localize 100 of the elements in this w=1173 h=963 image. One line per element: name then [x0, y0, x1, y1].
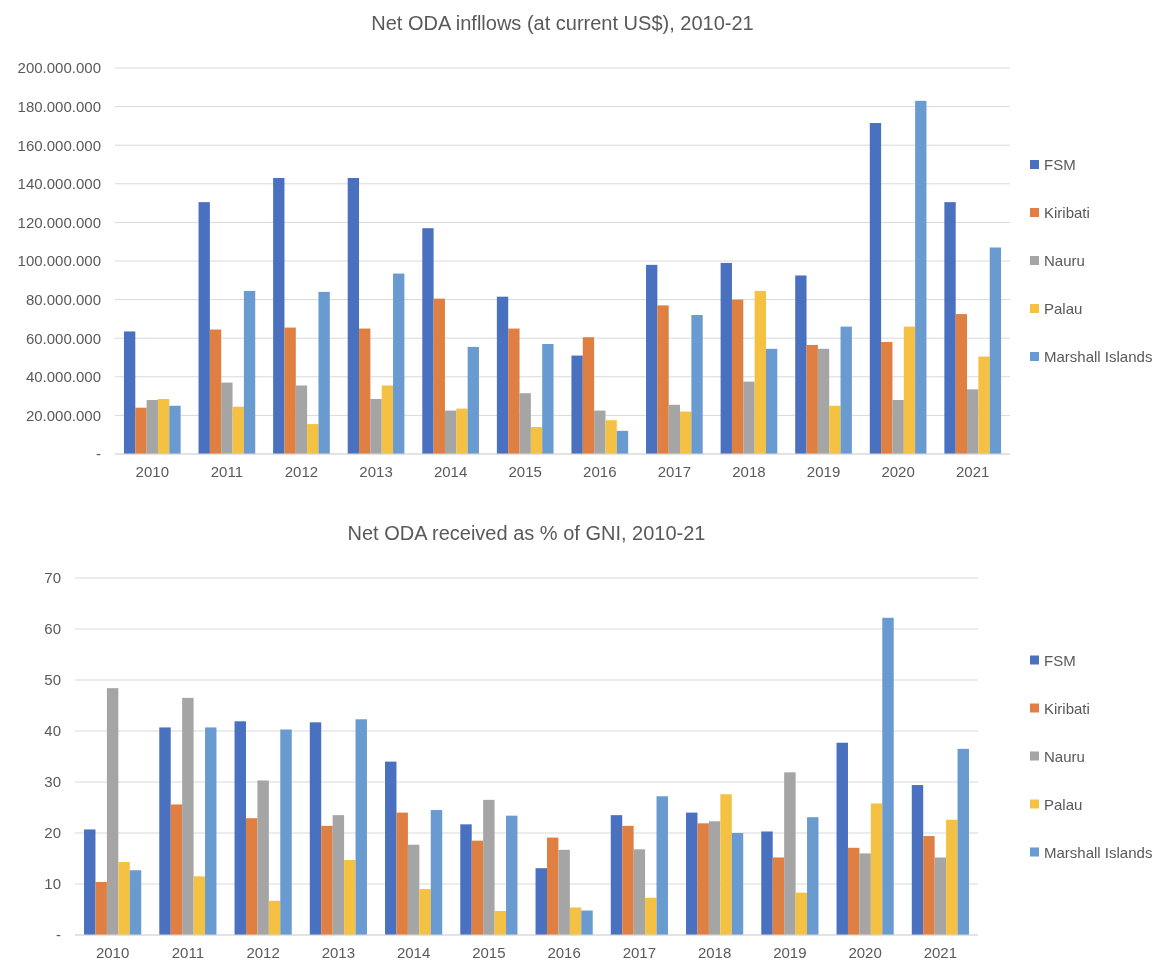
bar	[84, 829, 96, 935]
y-tick-label: -	[96, 445, 101, 463]
bar	[558, 849, 570, 935]
bar	[571, 355, 583, 454]
legend-label: Marshall Islands	[1044, 348, 1153, 365]
bar	[646, 264, 658, 454]
bar	[456, 408, 468, 454]
bar	[496, 296, 509, 454]
y-tick-label: 40	[44, 722, 61, 740]
bar	[605, 420, 617, 454]
legend-label: FSM	[1044, 156, 1076, 173]
bar	[519, 393, 531, 454]
bar	[581, 910, 593, 935]
bar	[594, 410, 606, 454]
x-tick-label: 2016	[547, 943, 581, 961]
bar	[657, 305, 669, 454]
bar	[668, 404, 681, 454]
y-tick-label: 160.000.000	[17, 136, 101, 154]
bar	[221, 382, 233, 454]
bar	[232, 406, 244, 454]
bar	[355, 719, 367, 935]
bar	[708, 821, 721, 935]
bar	[691, 315, 703, 454]
legend-label: Palau	[1044, 795, 1083, 813]
bar	[731, 299, 744, 454]
bar	[460, 824, 472, 935]
bar	[765, 348, 778, 454]
bar	[396, 812, 408, 935]
bar	[129, 870, 142, 935]
x-tick-label: 2015	[508, 462, 542, 480]
bar	[95, 881, 107, 935]
bar	[273, 178, 285, 454]
bar	[881, 342, 893, 454]
bar	[347, 178, 360, 454]
bar	[946, 819, 958, 935]
bar	[772, 857, 785, 935]
bar	[385, 761, 397, 935]
bar	[610, 815, 623, 935]
y-tick-label: 50	[44, 671, 61, 689]
x-tick-label: 2013	[321, 943, 356, 961]
bar	[903, 326, 916, 454]
y-tick-label: 40.000.000	[25, 368, 101, 386]
bar	[471, 840, 484, 935]
x-tick-label: 2017	[622, 943, 657, 961]
bar	[419, 889, 431, 935]
x-tick-label: 2018	[732, 462, 766, 480]
x-tick-label: 2013	[359, 462, 393, 480]
bar	[444, 410, 457, 454]
bar	[359, 328, 371, 454]
bar	[680, 411, 692, 454]
bar	[859, 853, 871, 935]
bar	[295, 385, 308, 454]
bar	[198, 202, 210, 454]
bar	[957, 748, 969, 935]
bar	[508, 328, 520, 454]
legend-label: Kiribati	[1044, 699, 1090, 717]
y-tick-label: 60.000.000	[25, 329, 101, 347]
bar	[234, 721, 246, 935]
bar	[307, 424, 319, 454]
x-tick-label: 2020	[848, 943, 882, 961]
bar	[209, 329, 222, 454]
bar	[784, 772, 796, 935]
x-tick-label: 2012	[284, 462, 319, 480]
x-tick-label: 2021	[956, 462, 990, 480]
bar	[257, 780, 269, 935]
y-tick-label: 20.000.000	[25, 406, 101, 424]
bar	[989, 247, 1002, 454]
bar	[923, 836, 935, 935]
x-tick-label: 2010	[135, 462, 169, 480]
bar	[892, 399, 904, 454]
bar	[530, 426, 543, 454]
y-tick-label: 200.000.000	[17, 59, 101, 77]
x-tick-label: 2014	[433, 462, 468, 480]
bar	[318, 291, 330, 454]
bar	[123, 331, 136, 454]
bar	[280, 729, 292, 935]
bar	[146, 399, 158, 454]
bar	[869, 123, 882, 454]
bar	[915, 100, 927, 454]
bar	[546, 837, 559, 935]
bar	[205, 727, 217, 935]
x-tick-label: 2021	[923, 943, 958, 961]
bar	[934, 857, 947, 935]
bar	[494, 911, 507, 935]
bar	[284, 327, 296, 454]
bar	[806, 344, 818, 454]
x-tick-label: 2010	[95, 943, 130, 961]
bar	[542, 343, 554, 454]
bar	[245, 818, 258, 935]
legend-label: Palau	[1044, 300, 1083, 317]
x-tick-label: 2015	[472, 943, 506, 961]
bar	[467, 346, 479, 454]
bar	[754, 290, 766, 454]
bar	[433, 298, 445, 454]
bar	[268, 900, 281, 935]
y-tick-label: 180.000.000	[17, 97, 101, 115]
bar	[344, 860, 356, 935]
bar	[106, 688, 119, 935]
bar	[422, 228, 434, 454]
x-tick-label: 2019	[806, 462, 841, 480]
